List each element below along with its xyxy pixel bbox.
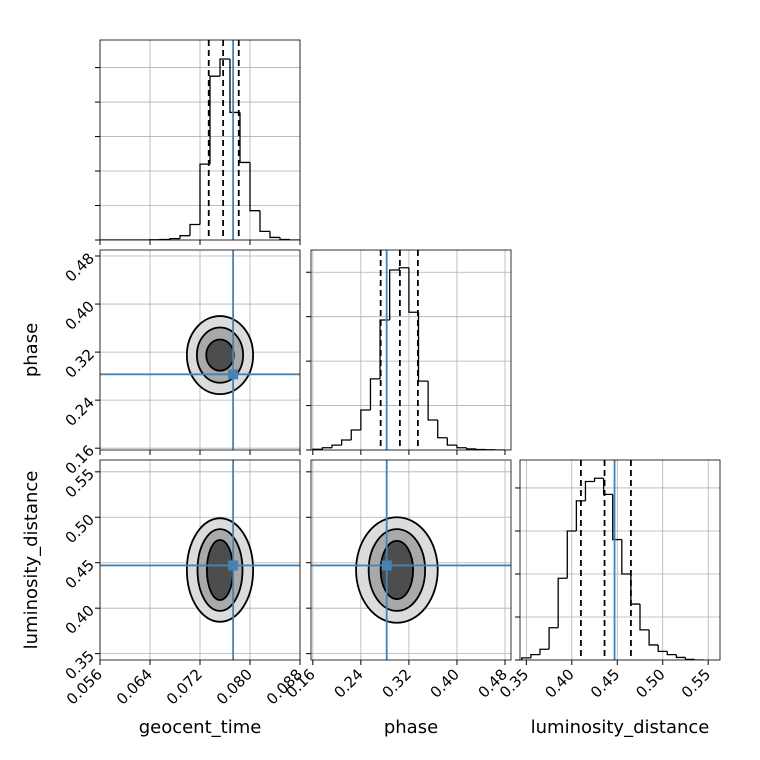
- hist-step: [229, 58, 240, 114]
- y-tick-label: 0.40: [62, 601, 98, 637]
- contour: [379, 540, 415, 600]
- y-tick-label: 0.40: [62, 297, 98, 333]
- panel-frame: [310, 459, 512, 661]
- hist-step: [566, 530, 577, 579]
- hist-step: [530, 653, 540, 658]
- y-axis-label: phase: [21, 323, 42, 377]
- hist-step: [621, 539, 631, 575]
- hist-step: [675, 654, 686, 659]
- hist-step: [684, 657, 695, 660]
- hist-step: [179, 235, 190, 239]
- y-tick-label: 0.48: [62, 249, 98, 285]
- hist-step: [398, 267, 409, 270]
- hist-step: [475, 448, 486, 450]
- hist-step: [602, 478, 613, 496]
- hist-step: [427, 381, 438, 421]
- x-tick-label: 0.080: [213, 665, 256, 708]
- hist-step: [557, 577, 568, 628]
- x-axis-label: luminosity_distance: [531, 717, 710, 738]
- hist-step: [331, 444, 342, 448]
- hist-step: [340, 439, 352, 446]
- x-tick-label: 0.40: [541, 665, 577, 701]
- hist-step: [593, 477, 604, 482]
- panel-frame: [99, 39, 301, 241]
- hist-step: [612, 494, 622, 541]
- x-axis-label: phase: [384, 717, 438, 738]
- hist-step: [437, 420, 448, 439]
- hist-step: [648, 629, 659, 646]
- hist-step: [575, 500, 586, 531]
- hist-step: [417, 312, 429, 382]
- panel-frame: [99, 459, 301, 661]
- hist-step: [389, 269, 400, 320]
- x-tick-label: 0.24: [331, 665, 367, 701]
- panel: [306, 249, 512, 455]
- hist-step: [209, 75, 220, 165]
- hist-step: [446, 437, 457, 446]
- hist-step: [456, 445, 467, 449]
- panel: [95, 39, 301, 245]
- x-tick-label: 0.45: [587, 665, 623, 701]
- contour: [205, 338, 235, 372]
- hist-step: [666, 651, 677, 656]
- hist-step: [465, 447, 477, 450]
- y-axis-label: luminosity_distance: [21, 471, 42, 650]
- y-tick-label: 0.45: [62, 556, 98, 592]
- hist-step: [657, 644, 668, 653]
- hist-step: [219, 58, 230, 77]
- x-axis-label: geocent_time: [139, 717, 262, 738]
- x-tick-label: 0.072: [163, 665, 206, 708]
- panel-frame: [519, 459, 721, 661]
- truth-point: [228, 369, 239, 380]
- hist-step: [639, 604, 650, 631]
- panel: 0.056 0.064 0.072 0.080 0.0880.350.400.450.5…: [21, 459, 306, 738]
- hist-step: [369, 378, 381, 410]
- x-tick-label: 0.50: [632, 665, 668, 701]
- hist-step: [169, 237, 180, 240]
- hist-step: [249, 162, 260, 212]
- hist-step: [199, 163, 210, 225]
- x-tick-label: 0.40: [427, 665, 463, 701]
- hist-step: [360, 409, 371, 430]
- y-tick-label: 0.32: [62, 345, 98, 381]
- hist-step: [279, 237, 290, 240]
- hist-step: [548, 627, 559, 650]
- hist-step: [521, 657, 531, 660]
- y-tick-label: 0.24: [62, 393, 98, 429]
- hist-step: [539, 648, 550, 655]
- hist-step: [408, 267, 419, 313]
- panel-frame: [99, 249, 301, 451]
- x-tick-label: 0.32: [379, 665, 415, 701]
- hist-step: [350, 429, 361, 440]
- panel-frame: [310, 249, 512, 451]
- x-tick-label: 0.55: [678, 665, 714, 701]
- x-tick-label: 0.064: [113, 665, 156, 708]
- hist-step: [269, 231, 280, 239]
- hist-step: [630, 573, 640, 605]
- y-tick-label: 0.50: [62, 511, 98, 547]
- truth-point: [381, 560, 392, 571]
- truth-point: [228, 560, 239, 571]
- hist-step: [259, 210, 270, 233]
- hist-step: [189, 223, 200, 236]
- hist-step: [321, 447, 333, 450]
- hist-step: [239, 112, 250, 164]
- hist-step: [693, 659, 704, 660]
- hist-step: [584, 480, 595, 501]
